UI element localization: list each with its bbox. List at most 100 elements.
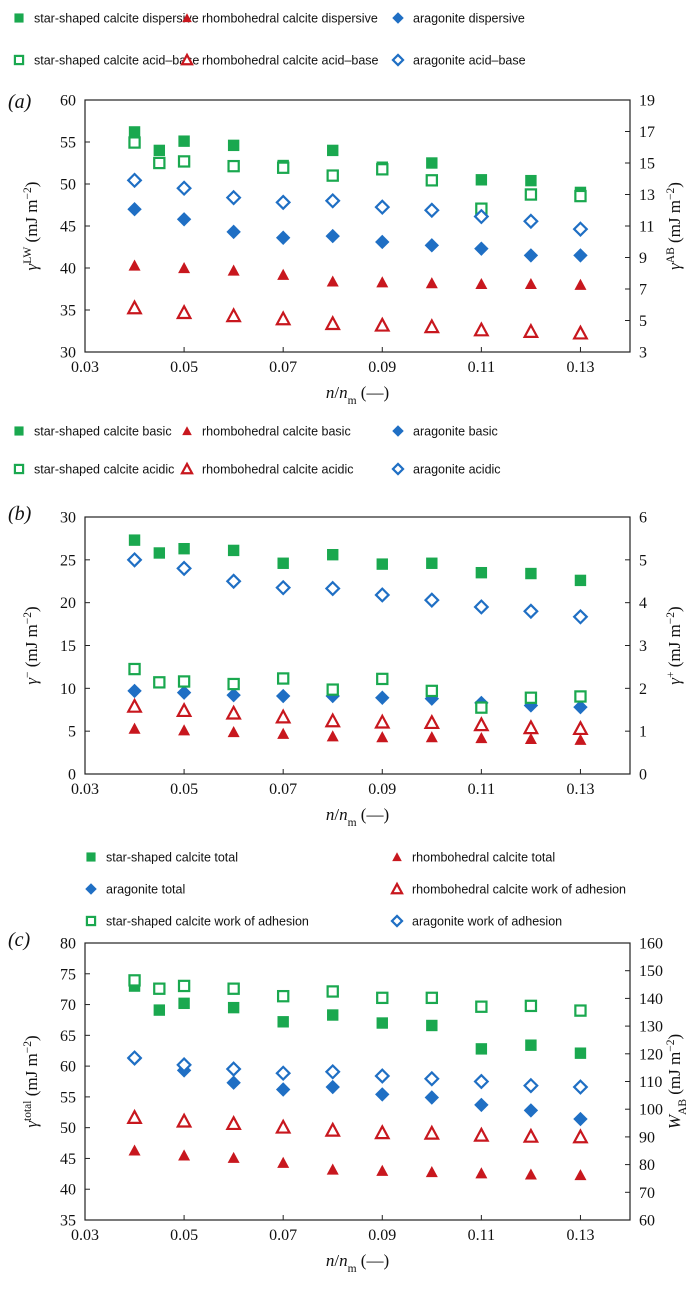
data-point bbox=[423, 318, 440, 334]
legend-item: rhombohedral calcite total bbox=[392, 851, 555, 865]
y-left-axis-label: γ− (mJ m−2) bbox=[22, 606, 41, 684]
y-left-tick-label: 15 bbox=[60, 638, 76, 655]
x-axis-label: n/nm (—) bbox=[326, 383, 389, 407]
y-left-tick-label: 55 bbox=[60, 1089, 76, 1106]
data-point bbox=[275, 688, 291, 704]
data-point bbox=[374, 1124, 391, 1140]
series bbox=[127, 1051, 588, 1127]
data-point bbox=[524, 188, 538, 201]
data-point bbox=[326, 169, 339, 182]
legend-label: star-shaped calcite work of adhesion bbox=[106, 915, 309, 929]
data-point bbox=[475, 1167, 488, 1179]
y-left-tick-label: 40 bbox=[60, 261, 76, 278]
legend-marker bbox=[392, 425, 404, 437]
legend-marker bbox=[392, 12, 404, 24]
data-point bbox=[524, 999, 538, 1013]
y-left-tick-label: 10 bbox=[60, 681, 76, 698]
series bbox=[126, 697, 589, 736]
data-point bbox=[324, 712, 341, 728]
y-right-tick-label: 1 bbox=[639, 724, 647, 741]
data-point bbox=[177, 155, 191, 168]
data-point bbox=[426, 157, 438, 169]
legend-marker bbox=[13, 463, 25, 475]
data-point bbox=[277, 1016, 289, 1028]
data-point bbox=[324, 1121, 341, 1137]
x-tick-label: 0.11 bbox=[468, 1227, 495, 1244]
data-point bbox=[374, 713, 391, 729]
y-left-tick-label: 5 bbox=[68, 724, 76, 741]
x-tick-label: 0.09 bbox=[368, 359, 396, 376]
plot-area bbox=[84, 99, 631, 353]
data-point bbox=[425, 174, 439, 187]
y-left-axis-label: γtotal (mJ m−2) bbox=[22, 1035, 41, 1127]
data-point bbox=[375, 234, 390, 250]
data-point bbox=[374, 199, 391, 215]
data-point bbox=[574, 278, 587, 290]
y-right-tick-label: 5 bbox=[639, 313, 647, 330]
legend-label: aragonite basic bbox=[413, 425, 498, 439]
y-left-axis-label: γLW (mJ m−2) bbox=[22, 182, 41, 271]
data-point bbox=[572, 608, 589, 625]
y-right-tick-label: 19 bbox=[639, 93, 655, 110]
legend-label: rhombohedral calcite acidic bbox=[202, 463, 353, 477]
data-point bbox=[225, 704, 242, 720]
data-point bbox=[473, 321, 490, 337]
legend: star-shaped calcite total rhombohedral ca… bbox=[85, 851, 626, 929]
legend-item: rhombohedral calcite dispersive bbox=[182, 12, 378, 26]
data-point bbox=[423, 202, 440, 219]
data-point bbox=[226, 1075, 241, 1090]
data-point bbox=[153, 156, 166, 170]
data-point bbox=[574, 1047, 587, 1059]
y-right-tick-label: 70 bbox=[639, 1185, 655, 1202]
series bbox=[128, 136, 587, 215]
data-point bbox=[227, 159, 240, 173]
data-point bbox=[128, 662, 141, 676]
data-point bbox=[425, 991, 439, 1005]
y-right-tick-label: 110 bbox=[639, 1074, 662, 1091]
data-point bbox=[574, 1169, 587, 1181]
data-point bbox=[426, 557, 438, 569]
data-point bbox=[227, 677, 240, 691]
legend-label: aragonite dispersive bbox=[413, 12, 525, 26]
legend-item: rhombohedral calcite basic bbox=[182, 425, 351, 439]
data-point bbox=[523, 1077, 539, 1094]
data-point bbox=[376, 672, 389, 686]
data-point bbox=[524, 732, 537, 744]
x-tick-label: 0.03 bbox=[71, 781, 99, 798]
data-point bbox=[423, 592, 440, 608]
data-point bbox=[226, 224, 241, 240]
data-point bbox=[574, 690, 587, 703]
legend-marker bbox=[182, 13, 192, 23]
data-point bbox=[473, 599, 490, 615]
series bbox=[128, 980, 587, 1059]
legend-label: rhombohedral calcite total bbox=[412, 851, 555, 865]
data-point bbox=[177, 979, 191, 993]
panel-label: (b) bbox=[8, 503, 32, 525]
data-point bbox=[376, 558, 388, 570]
series bbox=[128, 662, 587, 714]
data-point bbox=[128, 1144, 141, 1156]
chart-panel-3: star-shaped calcite total rhombohedral ca… bbox=[8, 851, 689, 1276]
data-point bbox=[153, 547, 166, 559]
data-point bbox=[425, 277, 438, 289]
y-right-tick-label: 100 bbox=[639, 1102, 663, 1119]
y-right-tick-label: 17 bbox=[639, 124, 655, 141]
data-point bbox=[524, 691, 538, 704]
series bbox=[126, 1108, 589, 1144]
y-left-tick-label: 50 bbox=[60, 177, 76, 194]
data-point bbox=[376, 1164, 389, 1176]
y-left-tick-label: 0 bbox=[68, 767, 76, 784]
data-point bbox=[178, 262, 191, 274]
legend-marker bbox=[13, 54, 25, 66]
data-point bbox=[277, 727, 290, 739]
y-left-tick-label: 35 bbox=[60, 303, 76, 320]
legend-item: aragonite acidic bbox=[391, 462, 501, 477]
legend-item: rhombohedral calcite acidic bbox=[180, 461, 353, 477]
x-tick-label: 0.07 bbox=[269, 781, 297, 798]
y-left-tick-label: 55 bbox=[60, 135, 76, 152]
data-point bbox=[474, 1097, 489, 1113]
data-point bbox=[524, 1168, 537, 1180]
data-point bbox=[327, 1009, 339, 1021]
data-point bbox=[225, 1114, 242, 1131]
y-right-tick-label: 4 bbox=[639, 595, 647, 612]
